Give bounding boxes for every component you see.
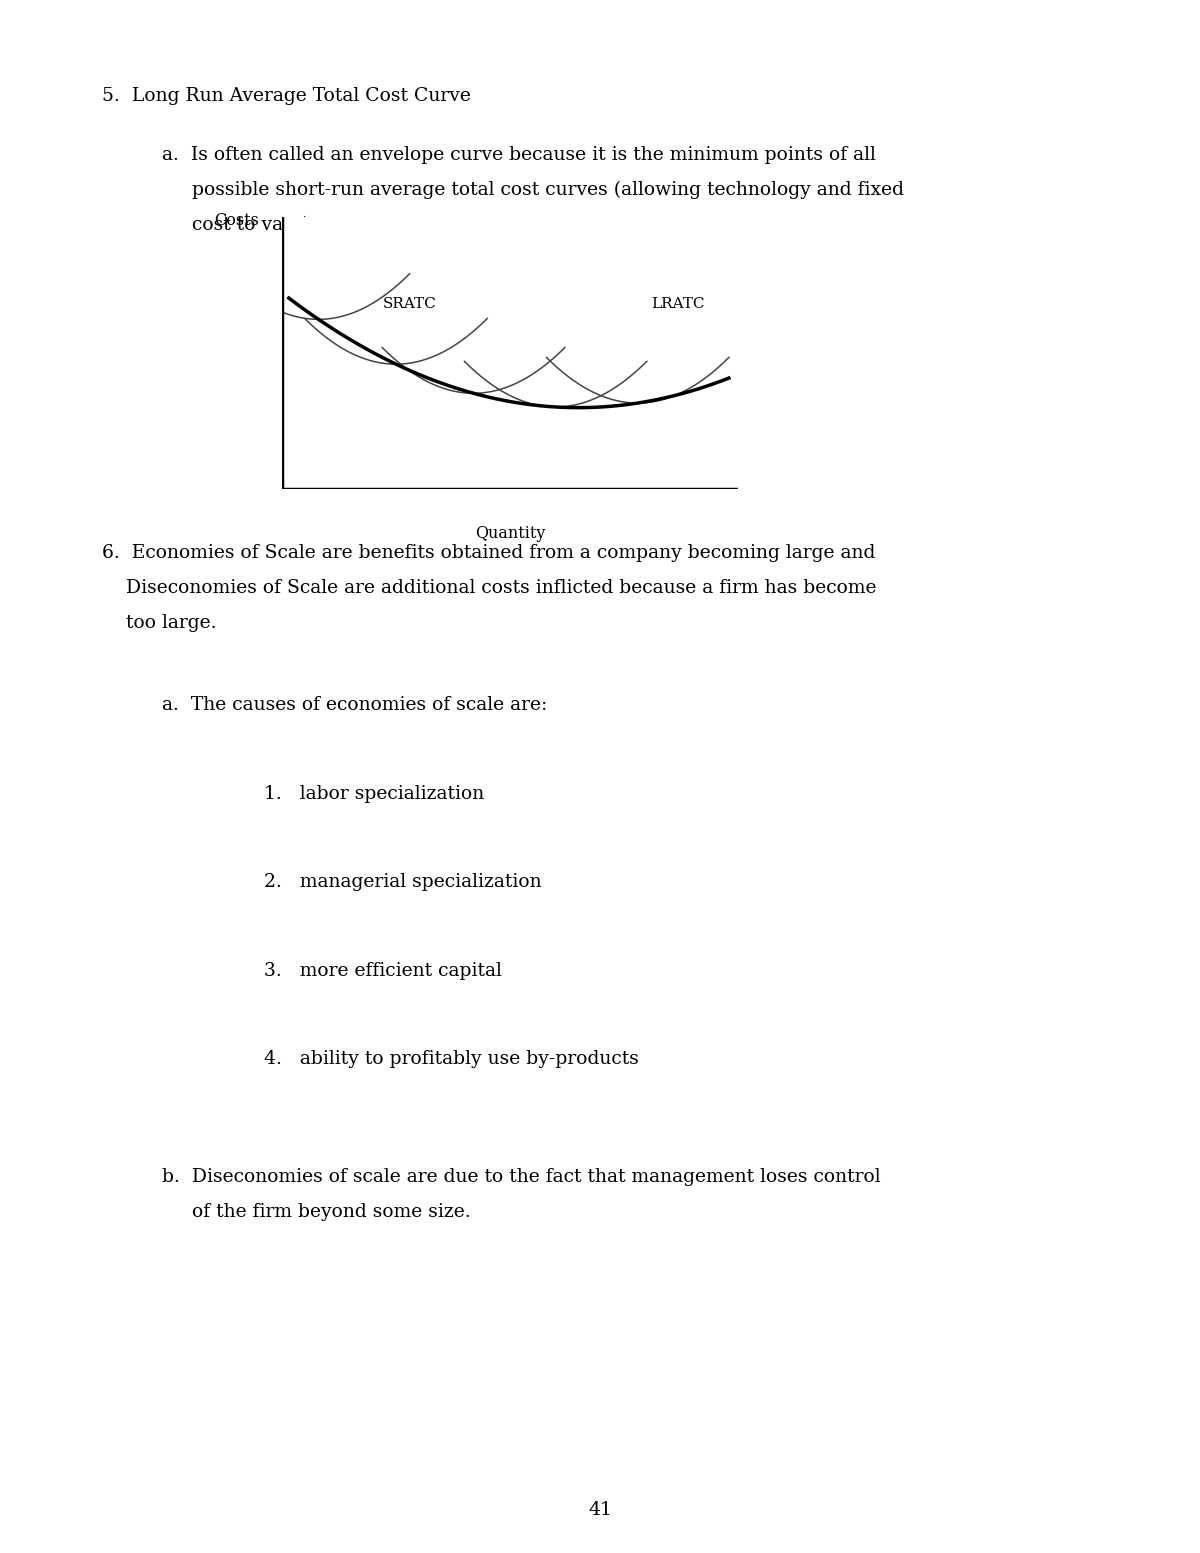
Text: 5.  Long Run Average Total Cost Curve: 5. Long Run Average Total Cost Curve bbox=[102, 87, 470, 106]
Text: 2.   managerial specialization: 2. managerial specialization bbox=[264, 873, 541, 891]
Text: too large.: too large. bbox=[102, 613, 216, 632]
Text: possible short-run average total cost curves (allowing technology and fixed: possible short-run average total cost cu… bbox=[162, 182, 904, 199]
Text: Quantity: Quantity bbox=[475, 525, 545, 542]
Text: 1.   labor specialization: 1. labor specialization bbox=[264, 784, 485, 803]
Text: 41: 41 bbox=[588, 1500, 612, 1519]
Text: 4.   ability to profitably use by-products: 4. ability to profitably use by-products bbox=[264, 1050, 638, 1068]
Text: b.  Diseconomies of scale are due to the fact that management loses control: b. Diseconomies of scale are due to the … bbox=[162, 1168, 881, 1186]
Text: cost to vary).: cost to vary). bbox=[162, 216, 316, 235]
Text: 6.  Economies of Scale are benefits obtained from a company becoming large and: 6. Economies of Scale are benefits obtai… bbox=[102, 544, 875, 562]
Text: a.  Is often called an envelope curve because it is the minimum points of all: a. Is often called an envelope curve bec… bbox=[162, 146, 876, 165]
Text: a.  The causes of economies of scale are:: a. The causes of economies of scale are: bbox=[162, 696, 547, 714]
Text: Diseconomies of Scale are additional costs inflicted because a firm has become: Diseconomies of Scale are additional cos… bbox=[102, 579, 876, 596]
Text: Costs: Costs bbox=[215, 211, 259, 228]
Text: of the firm beyond some size.: of the firm beyond some size. bbox=[162, 1204, 470, 1222]
Text: LRATC: LRATC bbox=[652, 297, 704, 312]
Text: SRATC: SRATC bbox=[383, 297, 436, 312]
Text: 3.   more efficient capital: 3. more efficient capital bbox=[264, 961, 502, 980]
